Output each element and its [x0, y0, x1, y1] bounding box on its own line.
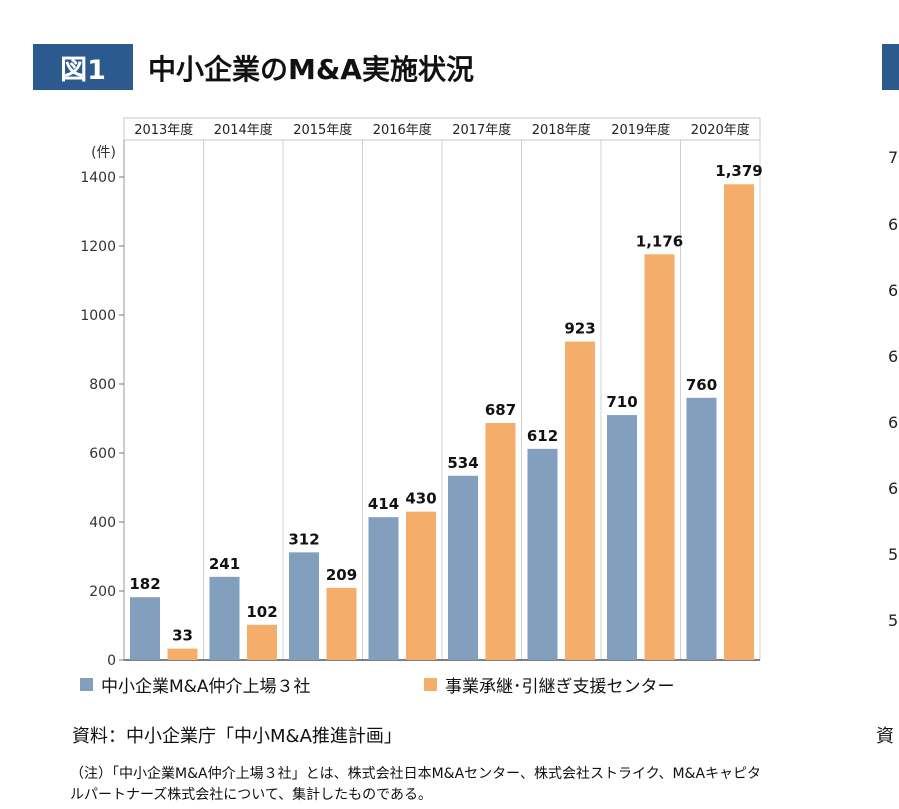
year-label: 2016年度 — [373, 122, 432, 138]
year-label: 2019年度 — [611, 122, 670, 138]
bar-series — [130, 184, 754, 660]
y-tick-label: 600 — [89, 446, 116, 462]
data-label: 612 — [527, 427, 558, 445]
bar-support-center — [565, 341, 595, 660]
bar-brokers — [686, 397, 717, 660]
bar-brokers — [130, 597, 160, 660]
year-header-row: 2013年度 2014年度 2015年度 2016年度 2017年度 2018年度 2019… — [123, 117, 761, 141]
data-label: 923 — [564, 320, 595, 338]
bar-support-center — [167, 648, 198, 660]
clip-frag: 5 — [888, 545, 899, 564]
bar-brokers — [607, 415, 637, 660]
data-label: 33 — [172, 627, 193, 645]
data-label: 312 — [288, 530, 319, 548]
clip-frag: 5 — [888, 611, 899, 630]
next-figure-badge-clipped — [882, 44, 899, 90]
clip-frag: 6 — [888, 281, 899, 300]
legend-label-brokers: 中小企業M&A仲介上場３社 — [101, 676, 311, 697]
bar-brokers — [209, 576, 240, 660]
year-header-box — [123, 117, 761, 141]
note-text: （注）「中小企業M&A仲介上場３社」とは、株式会社日本M&Aセンター、株式会社ス… — [70, 766, 762, 803]
year-label: 2014年度 — [214, 122, 273, 138]
data-label: 1,176 — [636, 232, 683, 250]
year-label: 2020年度 — [691, 122, 750, 138]
data-labels: 182 33 241 102 312 209 414 430 534 687 612 923 710 1,… — [129, 162, 762, 644]
legend-item-support-center: 事業承継･引継ぎ支援センター — [424, 672, 675, 697]
data-label: 209 — [326, 566, 357, 584]
source-text: 資料：中小企業庁「中小M&A推進計画」 — [72, 726, 402, 747]
bar-brokers — [289, 552, 319, 660]
data-label: 182 — [129, 575, 160, 593]
legend-item-brokers: 中小企業M&A仲介上場３社 — [80, 672, 311, 697]
y-axis-unit: (件) — [91, 145, 116, 161]
clip-frag: 6 — [888, 413, 899, 432]
y-tick-label: 1200 — [80, 239, 116, 255]
legend-swatch-orange — [424, 677, 437, 691]
bar-support-center — [406, 511, 436, 660]
figure-title: 中小企業のM&A実施状況 — [148, 53, 474, 86]
data-label: 1,379 — [715, 162, 762, 180]
clip-frag: 6 — [888, 479, 899, 498]
bar-support-center — [724, 184, 754, 660]
clip-frag: 6 — [888, 215, 899, 234]
legend-label-support-center: 事業承継･引継ぎ支援センター — [445, 676, 675, 697]
data-label: 241 — [209, 555, 240, 573]
bar-support-center — [644, 254, 675, 660]
y-tick-label: 1000 — [80, 308, 116, 324]
y-tick-label: 400 — [89, 515, 116, 531]
bar-brokers — [448, 475, 478, 660]
bar-support-center — [326, 587, 357, 660]
data-label: 760 — [686, 376, 717, 394]
year-label: 2015年度 — [293, 122, 352, 138]
data-label: 102 — [246, 603, 277, 621]
bar-brokers — [368, 517, 399, 660]
legend-swatch-blue — [80, 677, 93, 691]
y-tick-label: 1400 — [80, 170, 116, 186]
year-label: 2018年度 — [532, 122, 591, 138]
figure-number-badge: 図1 — [33, 44, 133, 90]
y-tick-label: 200 — [89, 584, 116, 600]
year-label: 2017年度 — [452, 122, 511, 138]
y-tick-label: 800 — [89, 377, 116, 393]
bar-brokers — [527, 448, 558, 660]
clip-frag: 7 — [888, 148, 899, 167]
clipped-source-fragment: 資 — [876, 726, 894, 747]
data-label: 710 — [606, 393, 637, 411]
y-tick-label: 0 — [107, 653, 116, 669]
bar-support-center — [485, 422, 516, 660]
clip-frag: 6 — [888, 347, 899, 366]
data-label: 430 — [405, 490, 436, 508]
data-label: 687 — [485, 401, 516, 419]
bar-support-center — [247, 624, 277, 660]
year-label: 2013年度 — [134, 122, 193, 138]
data-label: 534 — [447, 454, 478, 472]
data-label: 414 — [368, 495, 399, 513]
